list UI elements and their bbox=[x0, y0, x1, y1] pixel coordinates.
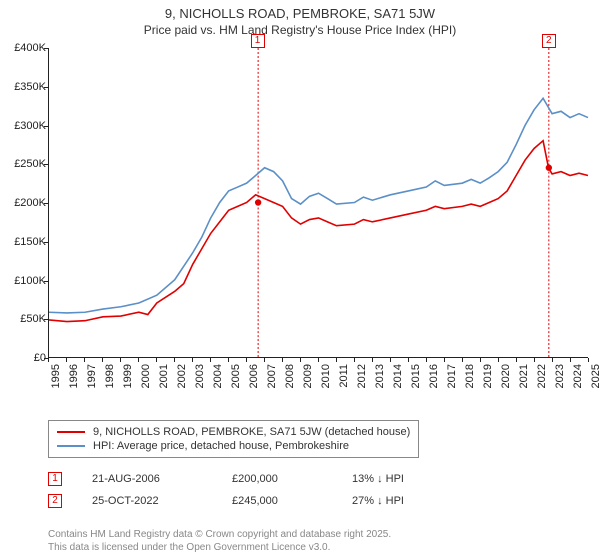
legend-label-0: 9, NICHOLLS ROAD, PEMBROKE, SA71 5JW (de… bbox=[93, 426, 410, 438]
legend-row-1: HPI: Average price, detached house, Pemb… bbox=[57, 439, 410, 453]
legend-label-1: HPI: Average price, detached house, Pemb… bbox=[93, 440, 349, 452]
chart-area: £0 £50K £100K £150K £200K £250K £300K £350K £400… bbox=[0, 40, 600, 410]
series-line-hpi bbox=[49, 98, 588, 313]
y-tick-label: £200K bbox=[0, 197, 46, 209]
legend-and-records: 9, NICHOLLS ROAD, PEMBROKE, SA71 5JW (de… bbox=[48, 420, 588, 512]
series-line-price_paid bbox=[49, 141, 588, 322]
x-tick-mark bbox=[210, 358, 211, 362]
chart-subtitle: Price paid vs. HM Land Registry's House … bbox=[0, 23, 600, 37]
x-tick-mark bbox=[318, 358, 319, 362]
legend-swatch-0 bbox=[57, 431, 85, 433]
sale-dot-1 bbox=[255, 199, 261, 205]
chart-svg bbox=[49, 48, 588, 357]
sale-record-date: 25-OCT-2022 bbox=[92, 495, 202, 507]
x-tick-mark bbox=[498, 358, 499, 362]
y-tick-label: £250K bbox=[0, 158, 46, 170]
plot-area bbox=[48, 48, 588, 358]
sale-record-price: £200,000 bbox=[232, 473, 322, 485]
y-tick-label: £100K bbox=[0, 275, 46, 287]
sale-marker-box-1: 1 bbox=[251, 34, 265, 48]
sale-record-date: 21-AUG-2006 bbox=[92, 473, 202, 485]
x-tick-mark bbox=[192, 358, 193, 362]
sale-record-delta: 13% ↓ HPI bbox=[352, 473, 404, 485]
x-tick-mark bbox=[102, 358, 103, 362]
y-tick-label: £350K bbox=[0, 81, 46, 93]
legend-row-0: 9, NICHOLLS ROAD, PEMBROKE, SA71 5JW (de… bbox=[57, 425, 410, 439]
x-tick-mark bbox=[264, 358, 265, 362]
x-tick-mark bbox=[426, 358, 427, 362]
footer-line-1: Contains HM Land Registry data © Crown c… bbox=[48, 528, 391, 541]
x-tick-mark bbox=[516, 358, 517, 362]
x-tick-mark bbox=[444, 358, 445, 362]
x-tick-mark bbox=[570, 358, 571, 362]
x-tick-mark bbox=[228, 358, 229, 362]
footer-attribution: Contains HM Land Registry data © Crown c… bbox=[48, 528, 391, 554]
x-tick-mark bbox=[156, 358, 157, 362]
x-tick-mark bbox=[462, 358, 463, 362]
y-tick-mark bbox=[44, 203, 48, 204]
sale-record-delta: 27% ↓ HPI bbox=[352, 495, 404, 507]
x-tick-mark bbox=[336, 358, 337, 362]
x-tick-mark bbox=[300, 358, 301, 362]
x-tick-mark bbox=[84, 358, 85, 362]
x-tick-mark bbox=[354, 358, 355, 362]
sale-dot-2 bbox=[546, 165, 552, 171]
x-tick-mark bbox=[552, 358, 553, 362]
sale-record-row: 2 25-OCT-2022 £245,000 27% ↓ HPI bbox=[48, 490, 588, 512]
sale-record-price: £245,000 bbox=[232, 495, 322, 507]
sale-record-marker: 2 bbox=[48, 494, 62, 508]
x-tick-mark bbox=[246, 358, 247, 362]
sale-marker-box-2: 2 bbox=[542, 34, 556, 48]
y-tick-label: £0 bbox=[0, 352, 46, 364]
y-tick-mark bbox=[44, 319, 48, 320]
sale-records: 1 21-AUG-2006 £200,000 13% ↓ HPI 2 25-OCT-202… bbox=[48, 468, 588, 512]
x-tick-mark bbox=[138, 358, 139, 362]
y-tick-label: £400K bbox=[0, 42, 46, 54]
chart-title-block: 9, NICHOLLS ROAD, PEMBROKE, SA71 5JW Pri… bbox=[0, 0, 600, 39]
y-tick-mark bbox=[44, 48, 48, 49]
x-tick-mark bbox=[66, 358, 67, 362]
y-tick-mark bbox=[44, 126, 48, 127]
chart-title: 9, NICHOLLS ROAD, PEMBROKE, SA71 5JW bbox=[0, 6, 600, 21]
x-tick-mark bbox=[174, 358, 175, 362]
y-tick-label: £150K bbox=[0, 236, 46, 248]
sale-record-marker: 1 bbox=[48, 472, 62, 486]
legend-swatch-1 bbox=[57, 445, 85, 447]
y-tick-label: £300K bbox=[0, 120, 46, 132]
x-tick-mark bbox=[48, 358, 49, 362]
x-tick-mark bbox=[390, 358, 391, 362]
y-tick-mark bbox=[44, 242, 48, 243]
y-tick-label: £50K bbox=[0, 313, 46, 325]
y-tick-mark bbox=[44, 87, 48, 88]
y-tick-mark bbox=[44, 281, 48, 282]
x-tick-mark bbox=[282, 358, 283, 362]
x-tick-mark bbox=[408, 358, 409, 362]
x-tick-label: 2025 bbox=[590, 364, 600, 388]
x-tick-mark bbox=[372, 358, 373, 362]
y-tick-mark bbox=[44, 164, 48, 165]
x-tick-mark bbox=[480, 358, 481, 362]
x-tick-mark bbox=[120, 358, 121, 362]
sale-record-row: 1 21-AUG-2006 £200,000 13% ↓ HPI bbox=[48, 468, 588, 490]
x-tick-mark bbox=[588, 358, 589, 362]
x-tick-mark bbox=[534, 358, 535, 362]
footer-line-2: This data is licensed under the Open Gov… bbox=[48, 541, 391, 554]
legend-box: 9, NICHOLLS ROAD, PEMBROKE, SA71 5JW (de… bbox=[48, 420, 419, 458]
